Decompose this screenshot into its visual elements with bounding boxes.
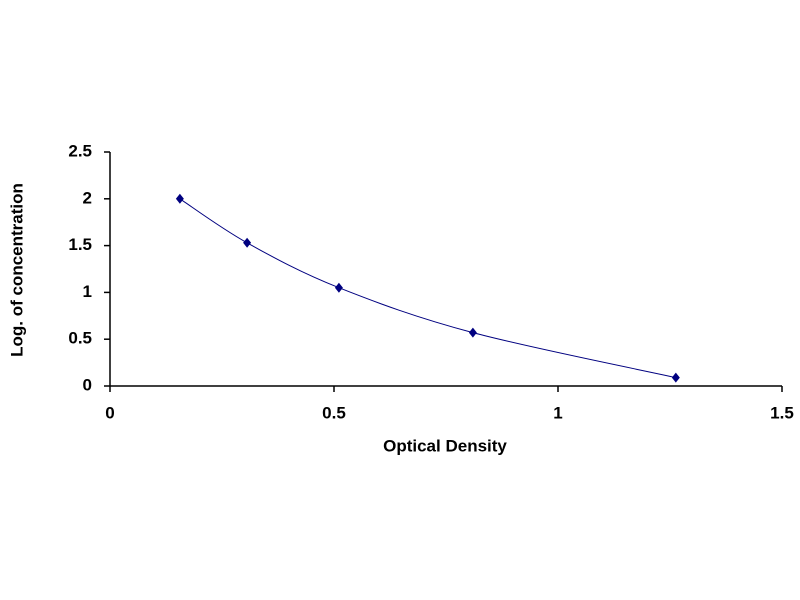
y-axis-label: Log. of concentration bbox=[7, 183, 26, 357]
x-tick-label: 0 bbox=[105, 403, 114, 422]
data-point bbox=[671, 372, 680, 383]
x-tick-label: 1.5 bbox=[770, 403, 794, 422]
x-axis-label: Optical Density bbox=[383, 436, 507, 455]
x-tick-label: 0.5 bbox=[322, 403, 346, 422]
y-tick-label: 2 bbox=[83, 188, 92, 207]
y-tick-label: 0 bbox=[83, 375, 92, 394]
fit-curve bbox=[179, 198, 676, 379]
data-point bbox=[334, 282, 343, 293]
y-tick-label: 0.5 bbox=[68, 329, 92, 348]
data-point bbox=[175, 193, 184, 204]
data-point bbox=[468, 327, 477, 338]
y-tick-label: 2.5 bbox=[68, 141, 92, 160]
y-tick-label: 1.5 bbox=[68, 235, 92, 254]
x-tick-label: 1 bbox=[553, 403, 562, 422]
data-point bbox=[243, 237, 252, 248]
y-tick-label: 1 bbox=[83, 282, 92, 301]
